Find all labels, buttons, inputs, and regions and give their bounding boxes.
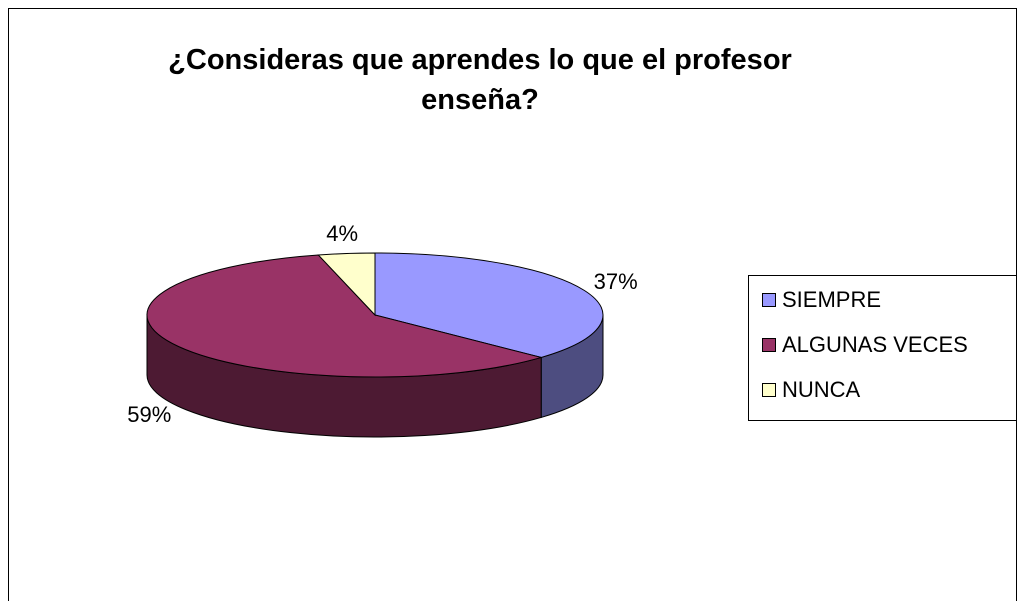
chart-title: ¿Consideras que aprendes lo que el profe…: [168, 44, 792, 116]
slice: [146, 254, 544, 378]
legend-label: ALGUNAS VECES: [782, 332, 968, 357]
slice: [374, 252, 604, 358]
data-label: 37%: [594, 269, 638, 294]
legend-label: SIEMPRE: [782, 287, 881, 312]
data-label: 4%: [326, 221, 358, 246]
slice: [317, 252, 376, 317]
legend-swatch: [762, 293, 776, 307]
legend-swatch: [762, 383, 776, 397]
legend-swatch: [762, 338, 776, 352]
data-label: 59%: [127, 402, 171, 427]
legend-label: NUNCA: [782, 377, 861, 402]
legend-box: [748, 275, 1017, 421]
